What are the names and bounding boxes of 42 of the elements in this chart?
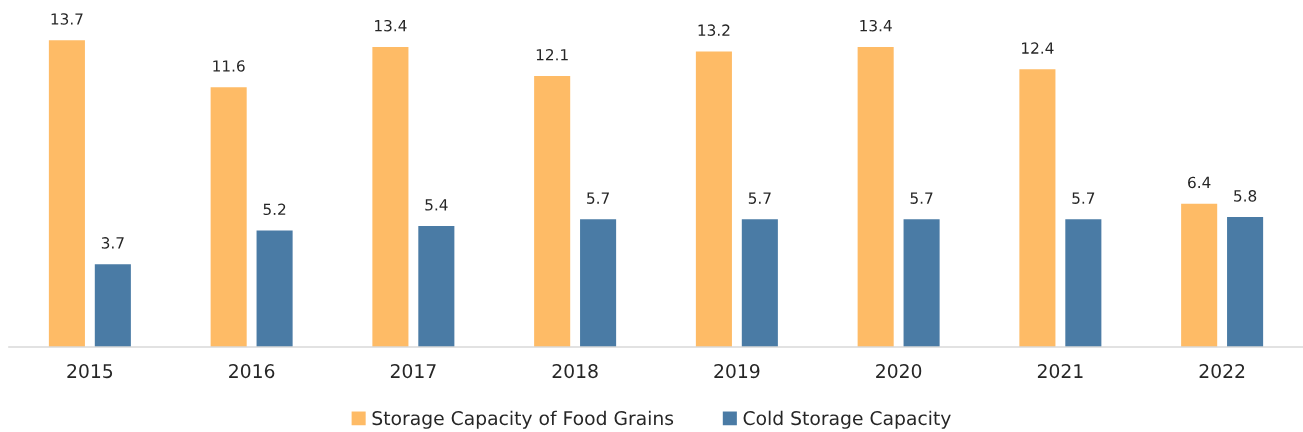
- data-label: 5.7: [910, 192, 933, 204]
- x-tick-label: 2015: [67, 364, 113, 379]
- x-tick-label: 2021: [1037, 364, 1083, 379]
- data-label: 5.2: [263, 203, 286, 216]
- bar: [857, 46, 894, 347]
- bar: [903, 219, 940, 347]
- data-label: 12.1: [536, 49, 568, 61]
- bar: [1065, 219, 1102, 347]
- x-tick-label: 2018: [552, 364, 598, 379]
- x-tick-label: 2019: [714, 364, 760, 379]
- data-label: 13.7: [51, 13, 83, 25]
- data-label: 13.4: [860, 19, 892, 32]
- bar: [418, 226, 455, 347]
- bar: [1019, 69, 1056, 347]
- data-label: 12.4: [1022, 42, 1054, 54]
- data-label: 5.8: [1234, 190, 1257, 202]
- bar: [256, 230, 293, 347]
- bar: [1181, 203, 1218, 347]
- data-label: 11.6: [213, 60, 245, 72]
- bar: [210, 87, 247, 347]
- data-label: 5.7: [587, 192, 609, 204]
- bar: [534, 76, 571, 347]
- legend-label: Storage Capacity of Food Grains: [372, 410, 674, 429]
- x-tick-label: 2016: [229, 364, 275, 379]
- bar: [1227, 217, 1264, 347]
- data-label: 13.4: [375, 19, 407, 32]
- data-label: 3.7: [101, 237, 124, 249]
- bar: [372, 46, 409, 347]
- legend-label: Cold Storage Capacity: [743, 410, 951, 429]
- x-tick-label: 2022: [1199, 364, 1245, 379]
- bar: [94, 264, 131, 347]
- data-label: 5.7: [1072, 192, 1095, 204]
- bar: [48, 40, 85, 347]
- x-tick-label: 2020: [876, 364, 922, 379]
- x-tick-label: 2017: [390, 364, 436, 379]
- bar: [741, 219, 778, 347]
- data-label: 13.2: [698, 24, 730, 36]
- data-label: 5.4: [425, 199, 448, 211]
- data-label: 5.7: [748, 192, 771, 204]
- data-label: 6.4: [1188, 176, 1211, 189]
- bar: [580, 219, 617, 347]
- bar: [695, 51, 732, 347]
